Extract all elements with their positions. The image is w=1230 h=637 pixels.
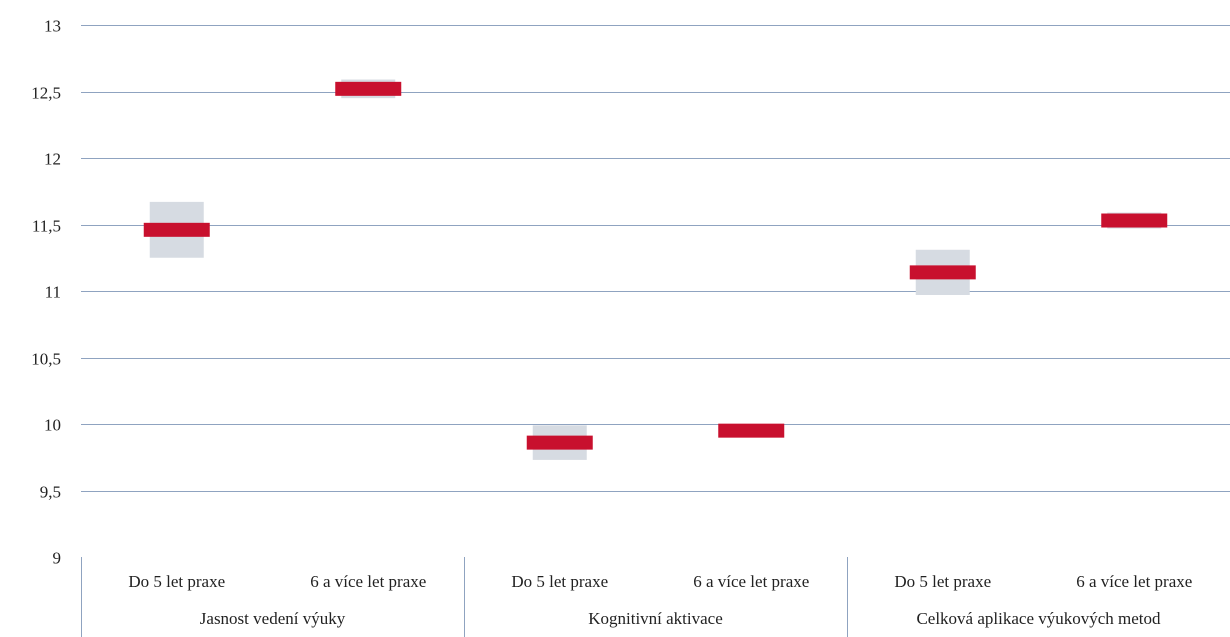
y-tick-label: 9,5	[40, 483, 61, 502]
mean-marker	[718, 423, 785, 438]
mean-marker	[526, 435, 593, 450]
group-label: Celková aplikace výukových metod	[916, 609, 1161, 628]
grid-lines	[81, 25, 1230, 637]
group-label: Kognitivní aktivace	[588, 609, 723, 628]
y-tick-label: 13	[44, 17, 61, 36]
category-label: 6 a více let praxe	[693, 572, 809, 591]
x-axis-category-labels: Do 5 let praxe 6 a více let praxe Jasnost …	[128, 572, 1192, 628]
y-tick-label: 12,5	[31, 84, 61, 103]
interval-boxes	[149, 79, 1162, 460]
mean-marker	[335, 81, 402, 96]
category-label: Do 5 let praxe	[894, 572, 991, 591]
mean-marker	[1101, 213, 1168, 228]
category-label: 6 a více let praxe	[310, 572, 426, 591]
mean-markers	[143, 81, 1168, 450]
y-tick-label: 10	[44, 416, 61, 435]
y-tick-label: 11,5	[32, 217, 61, 236]
mean-marker	[143, 222, 210, 237]
group-label: Jasnost vedení výuky	[200, 609, 346, 628]
y-tick-label: 12	[44, 150, 61, 169]
category-label: Do 5 let praxe	[128, 572, 225, 591]
mean-marker	[909, 265, 976, 280]
category-label: Do 5 let praxe	[511, 572, 608, 591]
y-tick-label: 10,5	[31, 350, 61, 369]
category-label: 6 a více let praxe	[1076, 572, 1192, 591]
y-tick-label: 11	[45, 283, 61, 302]
y-axis-tick-labels: 9 9,5 10 10,5 11 11,5 12 12,5 13	[31, 17, 61, 568]
y-tick-label: 9	[53, 549, 62, 568]
